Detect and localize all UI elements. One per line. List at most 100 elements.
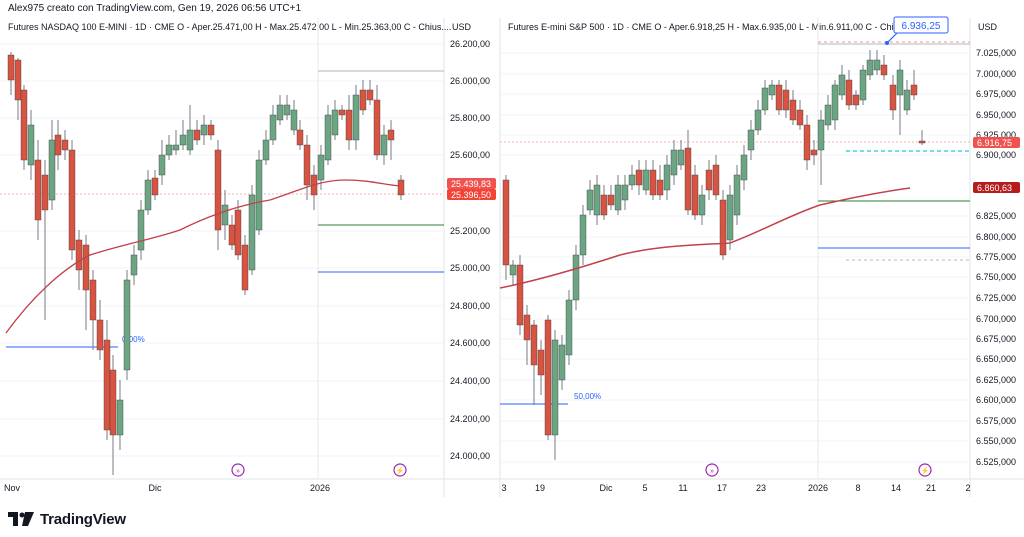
left-price-tag: 25.439,83: [451, 179, 491, 189]
right-candle-body: [866, 59, 874, 76]
right-candle-body: [859, 69, 867, 101]
left-candle-body: [68, 149, 76, 251]
right-x-tick-label: 2026: [808, 483, 828, 493]
left-candle-body: [82, 244, 90, 291]
left-candle-body: [331, 109, 339, 136]
left-candle-body: [387, 129, 395, 141]
left-y-tick-label: 26.000,00: [450, 76, 490, 86]
right-x-tick-label: Dic: [600, 483, 613, 493]
right-candle-body: [880, 64, 888, 76]
right-candle-body: [896, 69, 904, 96]
left-fib-label: 0,00%: [122, 335, 145, 344]
right-chart[interactable]: 7.025,000 7.000,000 6.975,000 6.950,000 6.92…: [499, 16, 1020, 493]
right-candle-body: [537, 349, 545, 376]
tradingview-logo-icon: [8, 512, 34, 526]
right-candle-body: [663, 164, 671, 191]
left-y-tick-label: 24.400,00: [450, 376, 490, 386]
right-candle-body: [516, 264, 524, 326]
left-candle-body: [397, 179, 405, 196]
left-candle-body: [262, 139, 270, 161]
left-candle-body: [34, 159, 42, 221]
right-x-tick-label: 14: [891, 483, 901, 493]
left-x-tick-label: Dic: [149, 483, 162, 493]
left-candle-body: [200, 124, 208, 136]
left-candle-body: [296, 129, 304, 146]
right-x-tick-label: 19: [535, 483, 545, 493]
right-event-marker-icon: [705, 463, 719, 477]
right-candle-body: [747, 129, 755, 151]
right-x-tick-label: 2: [965, 483, 970, 493]
right-chart-title: Futures E-mini S&P 500 · 1D · CME O - Ap…: [508, 22, 941, 32]
left-candle-body: [165, 144, 173, 156]
right-price-tag: 6.916,75: [977, 138, 1012, 148]
left-candle-body: [338, 109, 346, 116]
left-candle-body: [283, 104, 291, 116]
right-x-tick-label: 23: [756, 483, 766, 493]
right-price-tag-bg: [973, 137, 1020, 148]
left-y-tick-label: 24.800,00: [450, 301, 490, 311]
right-candle-body: [572, 254, 580, 301]
left-candle-body: [27, 124, 35, 166]
right-price-tag-bg: [973, 182, 1020, 193]
left-candle-body: [179, 134, 187, 146]
left-candle-body: [151, 177, 159, 196]
right-candle-body: [691, 174, 699, 216]
left-candle-body: [228, 224, 236, 246]
left-candle-body: [214, 149, 222, 231]
left-candle-body: [234, 209, 242, 256]
left-candle-body: [54, 134, 62, 156]
right-candle-body: [628, 174, 636, 186]
left-candle-body: [123, 279, 131, 371]
right-candle-body: [586, 189, 594, 211]
right-y-tick-label: 6.975,000: [976, 89, 1016, 99]
right-candle-body: [796, 109, 804, 126]
left-price-tag: 25.396,50: [451, 190, 491, 200]
right-moving-average: [499, 187, 911, 289]
right-x-tick-label: 3: [501, 483, 506, 493]
right-candle-body: [889, 84, 897, 111]
right-x-tick-label: 11: [678, 483, 687, 493]
right-y-tick-label: 6.550,000: [976, 436, 1016, 446]
left-candle-body: [207, 124, 215, 136]
right-x-tick-label: 5: [642, 483, 647, 493]
right-y-tick-label: 6.525,000: [976, 457, 1016, 467]
right-currency: USD: [978, 22, 998, 32]
left-candle-body: [290, 109, 298, 131]
left-candle-body: [352, 94, 360, 141]
tradingview-logo[interactable]: TradingView: [8, 509, 126, 529]
right-candle-body: [852, 94, 860, 106]
right-event-marker-icon: [918, 463, 932, 477]
chart-header: Alex975 creato con TradingView.com, Gen …: [0, 0, 1024, 18]
right-price-tag: 6.860,63: [977, 183, 1012, 193]
right-candle-body: [677, 149, 685, 166]
right-y-tick-label: 6.600,000: [976, 395, 1016, 405]
right-candle-body: [712, 164, 720, 196]
left-currency: USD: [452, 22, 472, 32]
right-y-tick-label: 6.925,000: [976, 130, 1016, 140]
left-chart[interactable]: 26.200,00 26.000,00 25.800,00 25.600,00 25.2…: [0, 18, 496, 493]
right-candle-body: [845, 79, 853, 106]
left-event-marker-icon: [393, 463, 407, 477]
right-event-marker-glyph: ⚡: [921, 466, 930, 475]
left-candle-body: [380, 134, 388, 156]
left-candle-body: [366, 89, 374, 101]
left-candle-body: [48, 139, 56, 201]
left-candle-body: [317, 154, 325, 181]
left-candle-body: [241, 244, 249, 291]
right-candle-body: [754, 109, 762, 131]
right-symbol-name: Futures E-mini S&P 500 · 1D · CME: [508, 22, 652, 32]
right-candle-body: [600, 194, 608, 216]
right-y-tick-label: 7.000,000: [976, 69, 1016, 79]
left-candle-body: [221, 204, 229, 226]
left-candle-body: [248, 194, 256, 271]
right-event-marker-glyph: »: [710, 468, 714, 475]
left-candle-body: [96, 319, 104, 351]
right-candle-body: [509, 264, 517, 276]
right-candle-body: [918, 140, 926, 144]
left-candle-body: [130, 254, 138, 276]
tradingview-brand: TradingView: [40, 510, 126, 528]
left-y-tick-label: 25.200,00: [450, 226, 490, 236]
right-candle-body: [558, 344, 566, 381]
left-moving-average: [5, 179, 401, 334]
